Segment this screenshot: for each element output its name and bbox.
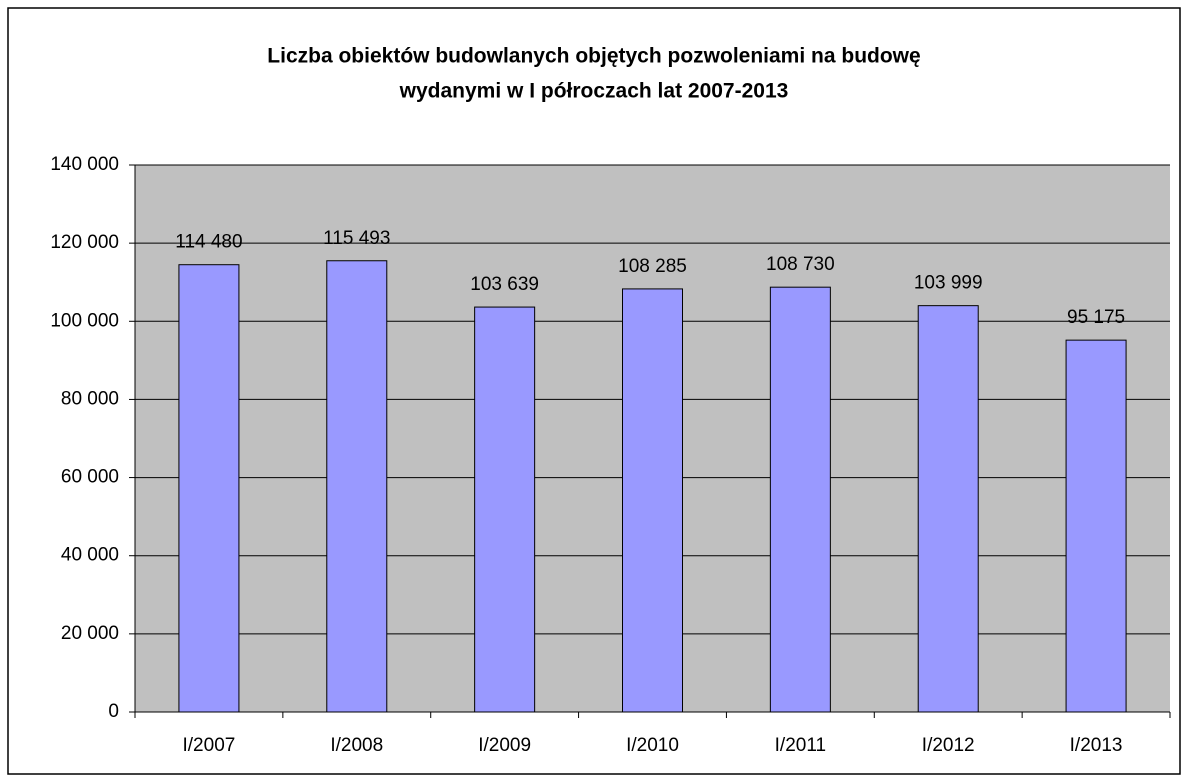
x-tick-label: I/2011 [775,735,826,756]
bar [622,288,683,713]
bar [917,305,979,713]
value-label: 115 493 [323,228,390,249]
x-tick-label: I/2013 [1070,735,1123,756]
bar [769,286,831,713]
value-label: 95 175 [1067,307,1125,328]
y-tick-label: 100 000 [50,310,119,331]
y-tick-label: 120 000 [50,232,119,253]
bar [474,306,536,713]
x-tick-label: I/2007 [183,735,236,756]
x-tick-label: I/2010 [626,735,679,756]
value-label: 114 480 [175,232,242,253]
value-label: 103 999 [914,273,983,294]
y-tick-label: 0 [108,701,119,722]
x-tick-label: I/2009 [478,735,531,756]
chart-title: wydanymi w I półroczach lat 2007-2013 [399,80,789,103]
x-tick-label: I/2008 [330,735,383,756]
y-tick-label: 40 000 [61,545,119,566]
x-tick-label: I/2012 [922,735,975,756]
bar [1065,339,1127,713]
y-tick-label: 20 000 [61,623,119,644]
y-tick-label: 140 000 [50,154,119,175]
y-tick-label: 80 000 [61,388,119,409]
bar [326,260,388,713]
bar [178,264,240,713]
y-tick-label: 60 000 [61,467,119,488]
value-label: 108 285 [618,256,687,277]
chart-title: Liczba obiektów budowlanych objętych poz… [267,45,920,68]
value-label: 108 730 [766,254,835,275]
value-label: 103 639 [470,274,539,295]
